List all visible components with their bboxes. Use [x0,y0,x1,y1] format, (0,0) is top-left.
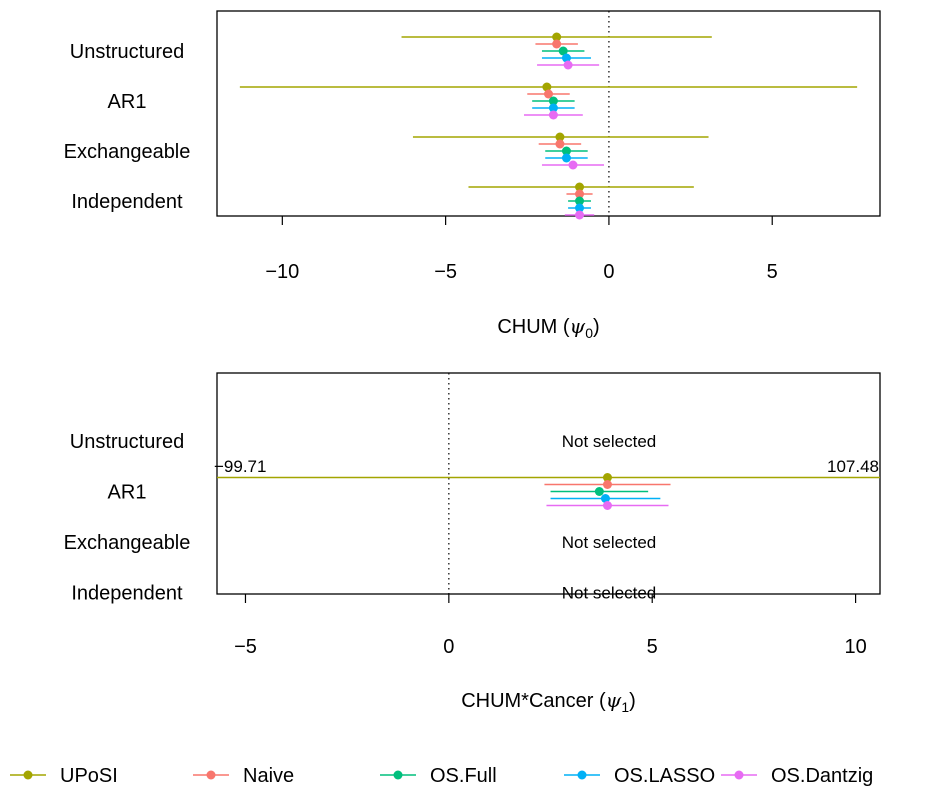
x-tick-label: −10 [265,261,299,283]
category-label: Exchangeable [64,532,191,554]
clip-label-left: −99.71 [214,457,266,476]
x-tick-label: −5 [434,261,457,283]
category-label: Independent [71,191,183,213]
panel-2: −5 0 5 10 CHUM*Cancer (ψ1) Unstructured AR1 Exc… [64,372,881,715]
not-selected-note: Not selected [562,533,657,552]
x-axis-title-text: CHUM*Cancer [461,690,594,712]
legend-marker [393,770,403,780]
plot-frame [216,10,881,217]
point-uposi [552,32,562,42]
category-label: Unstructured [70,41,185,63]
point-naive [555,139,565,149]
point-os-lasso [600,494,610,503]
legend-label: OS.LASSO [614,765,715,787]
point-os-lasso [561,153,571,163]
x-tick-label: 0 [443,636,454,658]
x-tick-label: 10 [844,636,866,658]
point-os-full [548,96,558,106]
category-label: Independent [71,583,183,605]
legend-item: OS.Full [380,765,497,787]
point-os-dantzig [575,210,585,220]
point-uposi [555,132,565,142]
legend-item: Naive [193,765,294,787]
point-naive [544,89,553,99]
point-uposi [602,473,612,482]
x-tick-label: 0 [603,261,614,283]
category-label: AR1 [108,91,147,113]
x-axis-title: CHUM*Cancer (ψ1) [461,688,636,715]
legend-item: OS.LASSO [564,765,715,787]
x-axis-title-paren-close: ) [629,690,636,712]
category-label: AR1 [108,482,147,504]
legend-label: UPoSI [60,765,118,787]
legend-label: OS.Full [430,765,497,787]
category-label: Unstructured [70,431,185,453]
point-uposi [575,182,585,192]
x-axis-title-text: CHUM [497,316,557,338]
legend-label: OS.Dantzig [771,765,873,787]
x-axis-title-paren-close: ) [593,316,600,338]
not-selected-note: Not selected [562,432,657,451]
point-os-lasso [561,53,571,63]
not-selected-note: Not selected [562,584,657,603]
point-os-dantzig [568,160,578,170]
point-os-full [561,146,571,156]
plot-frame [216,372,881,595]
point-uposi [542,82,552,92]
legend-marker [23,770,33,780]
x-tick-label: −5 [234,636,257,658]
point-naive [575,189,585,199]
legend-marker [577,770,587,780]
x-axis-title-paren-open: ( [557,316,570,338]
x-axis-title-symbol: ψ [570,314,586,338]
category-label: Exchangeable [64,141,191,163]
legend: UPoSI Naive OS.Full OS.LASSO OS.Dantzig [10,765,873,787]
legend-marker [734,770,744,780]
x-axis-title-paren-open: ( [593,690,606,712]
clip-label-right: 107.48 [827,457,879,476]
x-axis-title: CHUM (ψ0) [497,314,599,341]
x-axis-title-symbol: ψ [606,688,622,712]
point-naive [602,480,612,489]
point-os-dantzig [548,110,558,120]
legend-marker [206,770,216,780]
point-os-full [575,196,585,206]
x-tick-label: 5 [647,636,658,658]
legend-item: OS.Dantzig [721,765,873,787]
x-tick-label: 5 [767,261,778,283]
point-os-full [558,46,568,56]
point-os-lasso [548,103,558,113]
point-os-lasso [575,203,585,213]
x-axis-title-subscript: 0 [585,325,593,341]
legend-label: Naive [243,765,294,787]
legend-item: UPoSI [10,765,118,787]
point-os-dantzig [563,60,573,70]
point-os-full [594,487,604,496]
x-axis-title-subscript: 1 [621,699,629,715]
point-os-dantzig [602,501,612,510]
point-naive [552,39,562,49]
